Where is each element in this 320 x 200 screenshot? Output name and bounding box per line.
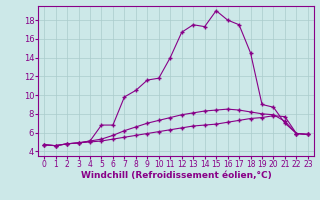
X-axis label: Windchill (Refroidissement éolien,°C): Windchill (Refroidissement éolien,°C): [81, 171, 271, 180]
